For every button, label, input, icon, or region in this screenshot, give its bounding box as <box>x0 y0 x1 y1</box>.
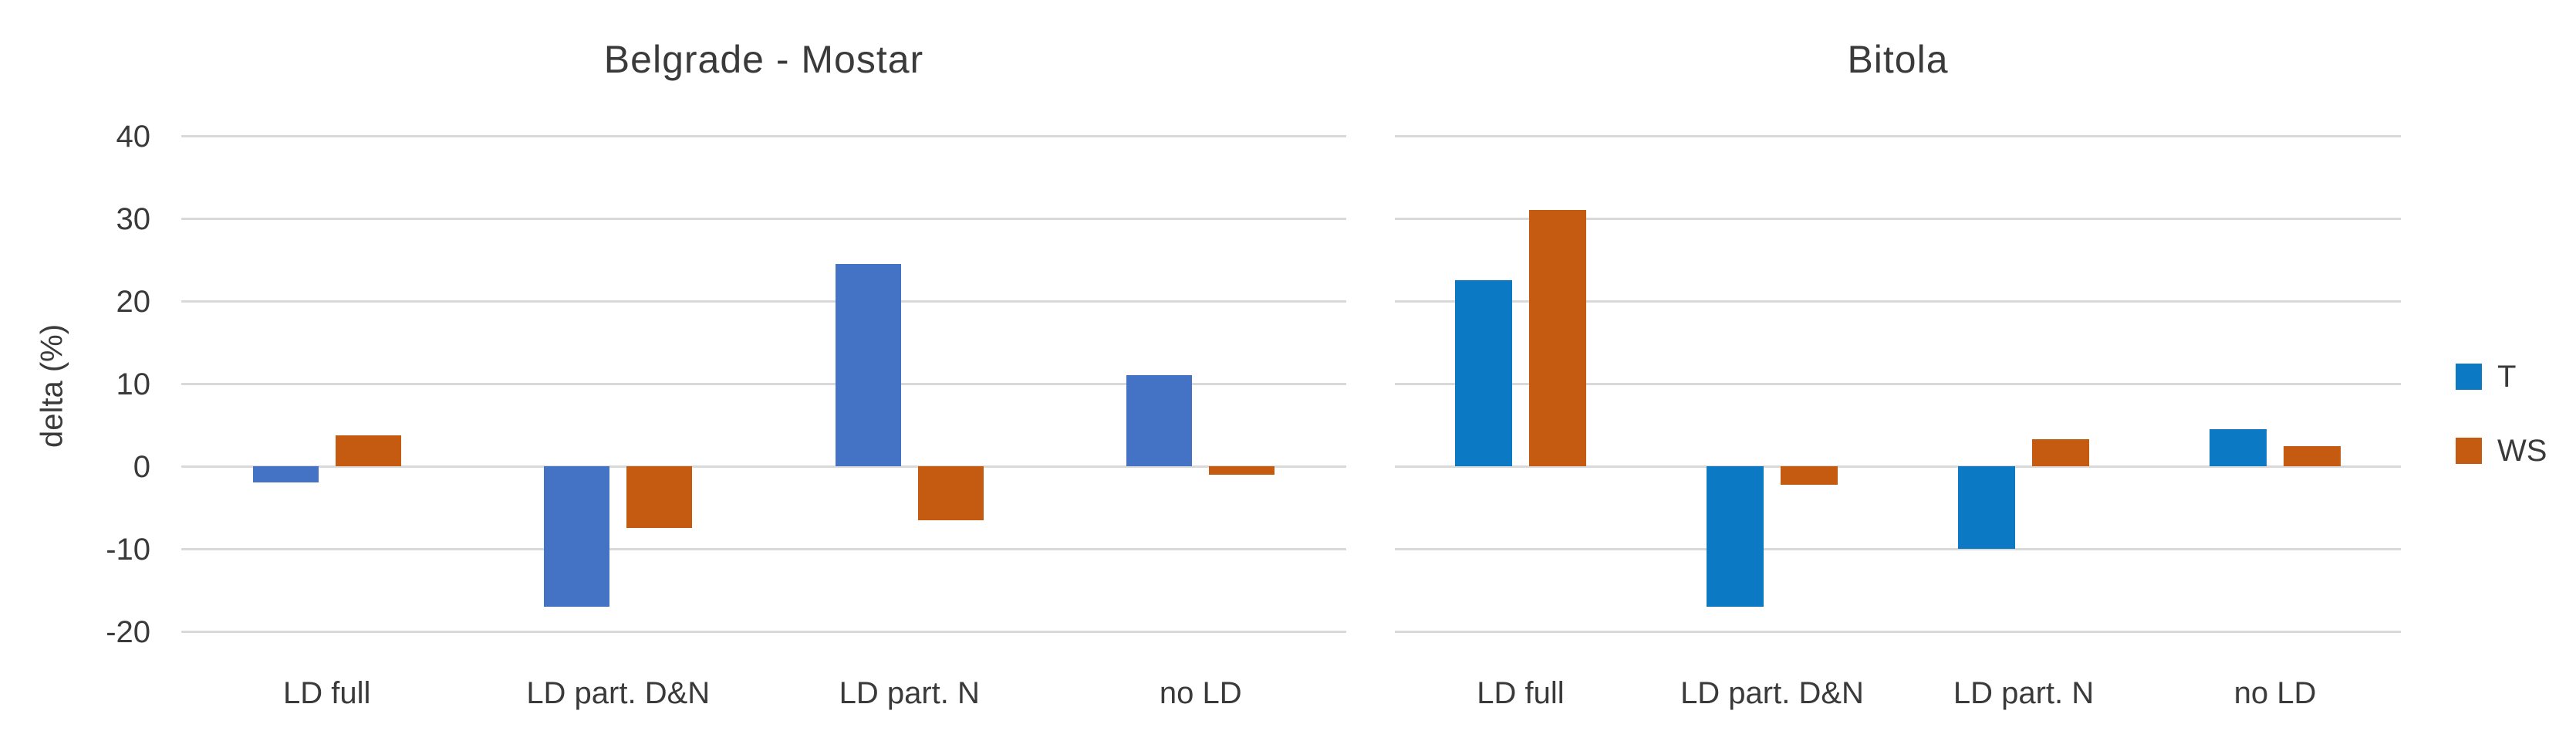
gridline <box>1395 217 2401 220</box>
chart-title-belgrade-mostar: Belgrade - Mostar <box>603 38 924 81</box>
bar-ws-no-ld <box>2284 446 2341 466</box>
y-tick-label: 40 <box>116 120 151 154</box>
bar-t-no-ld <box>2210 428 2267 466</box>
bar-ws-ld-part-d-n <box>1781 466 1838 485</box>
x-category-label: LD part. N <box>1953 676 2095 710</box>
plot-area-belgrade-mostar: 40 30 20 10 0 -10 -20 LD full LD part. D&N LD par… <box>106 121 1346 710</box>
bar-t-no-ld <box>1126 375 1193 466</box>
bar-t-ld-part-d-n <box>1707 466 1764 607</box>
legend-label-ws: WS <box>2497 434 2547 468</box>
x-category-label: LD part. N <box>839 676 980 710</box>
bar-ws-ld-full <box>1529 210 1586 466</box>
bar-ws-no-ld <box>1209 466 1275 475</box>
gridline <box>181 217 1346 220</box>
legend-swatch-ws-icon <box>2456 438 2482 464</box>
x-category-label: LD part. D&N <box>1680 676 1864 710</box>
gridline <box>1395 300 2401 303</box>
x-category-label: LD full <box>1477 676 1565 710</box>
gridline <box>181 630 1346 633</box>
gridline <box>181 382 1346 385</box>
gridline <box>1395 547 2401 550</box>
bar-t-ld-part-n <box>1958 466 2015 549</box>
chart-legend: T WS <box>2456 361 2547 466</box>
bar-ws-ld-part-d-n <box>626 466 693 529</box>
chart-title-bitola: Bitola <box>1847 38 1949 81</box>
gridline <box>181 465 1346 468</box>
y-tick-label: -10 <box>106 533 150 567</box>
bar-t-ld-part-d-n <box>544 466 610 607</box>
bar-t-ld-full <box>252 466 319 483</box>
legend-item-ws: WS <box>2456 435 2547 466</box>
plot-area-bitola: LD full LD part. D&N LD part. N no LD <box>1395 134 2401 710</box>
x-category-label: no LD <box>1159 676 1242 710</box>
gridline <box>1395 134 2401 137</box>
bar-t-ld-full <box>1455 280 1512 466</box>
gridline <box>181 300 1346 303</box>
gridline <box>181 134 1346 137</box>
gridline <box>1395 630 2401 633</box>
x-category-label: LD part. D&N <box>526 676 711 710</box>
x-category-label: no LD <box>2233 676 2317 710</box>
legend-label-t: T <box>2497 360 2517 394</box>
y-tick-label: 30 <box>116 202 151 236</box>
bar-ws-ld-full <box>335 435 401 466</box>
y-tick-label: 10 <box>116 367 151 401</box>
legend-swatch-t-icon <box>2456 364 2482 390</box>
x-category-label: LD full <box>283 676 371 710</box>
bar-ws-ld-part-n <box>2032 438 2089 466</box>
bar-ws-ld-part-n <box>917 466 984 520</box>
y-tick-label: -20 <box>106 615 150 649</box>
bar-t-ld-part-n <box>835 263 901 466</box>
gridline <box>181 547 1346 550</box>
gridline <box>1395 465 2401 468</box>
y-tick-label: 0 <box>133 450 150 484</box>
y-tick-label: 20 <box>116 285 151 319</box>
legend-item-t: T <box>2456 361 2547 392</box>
gridline <box>1395 382 2401 385</box>
